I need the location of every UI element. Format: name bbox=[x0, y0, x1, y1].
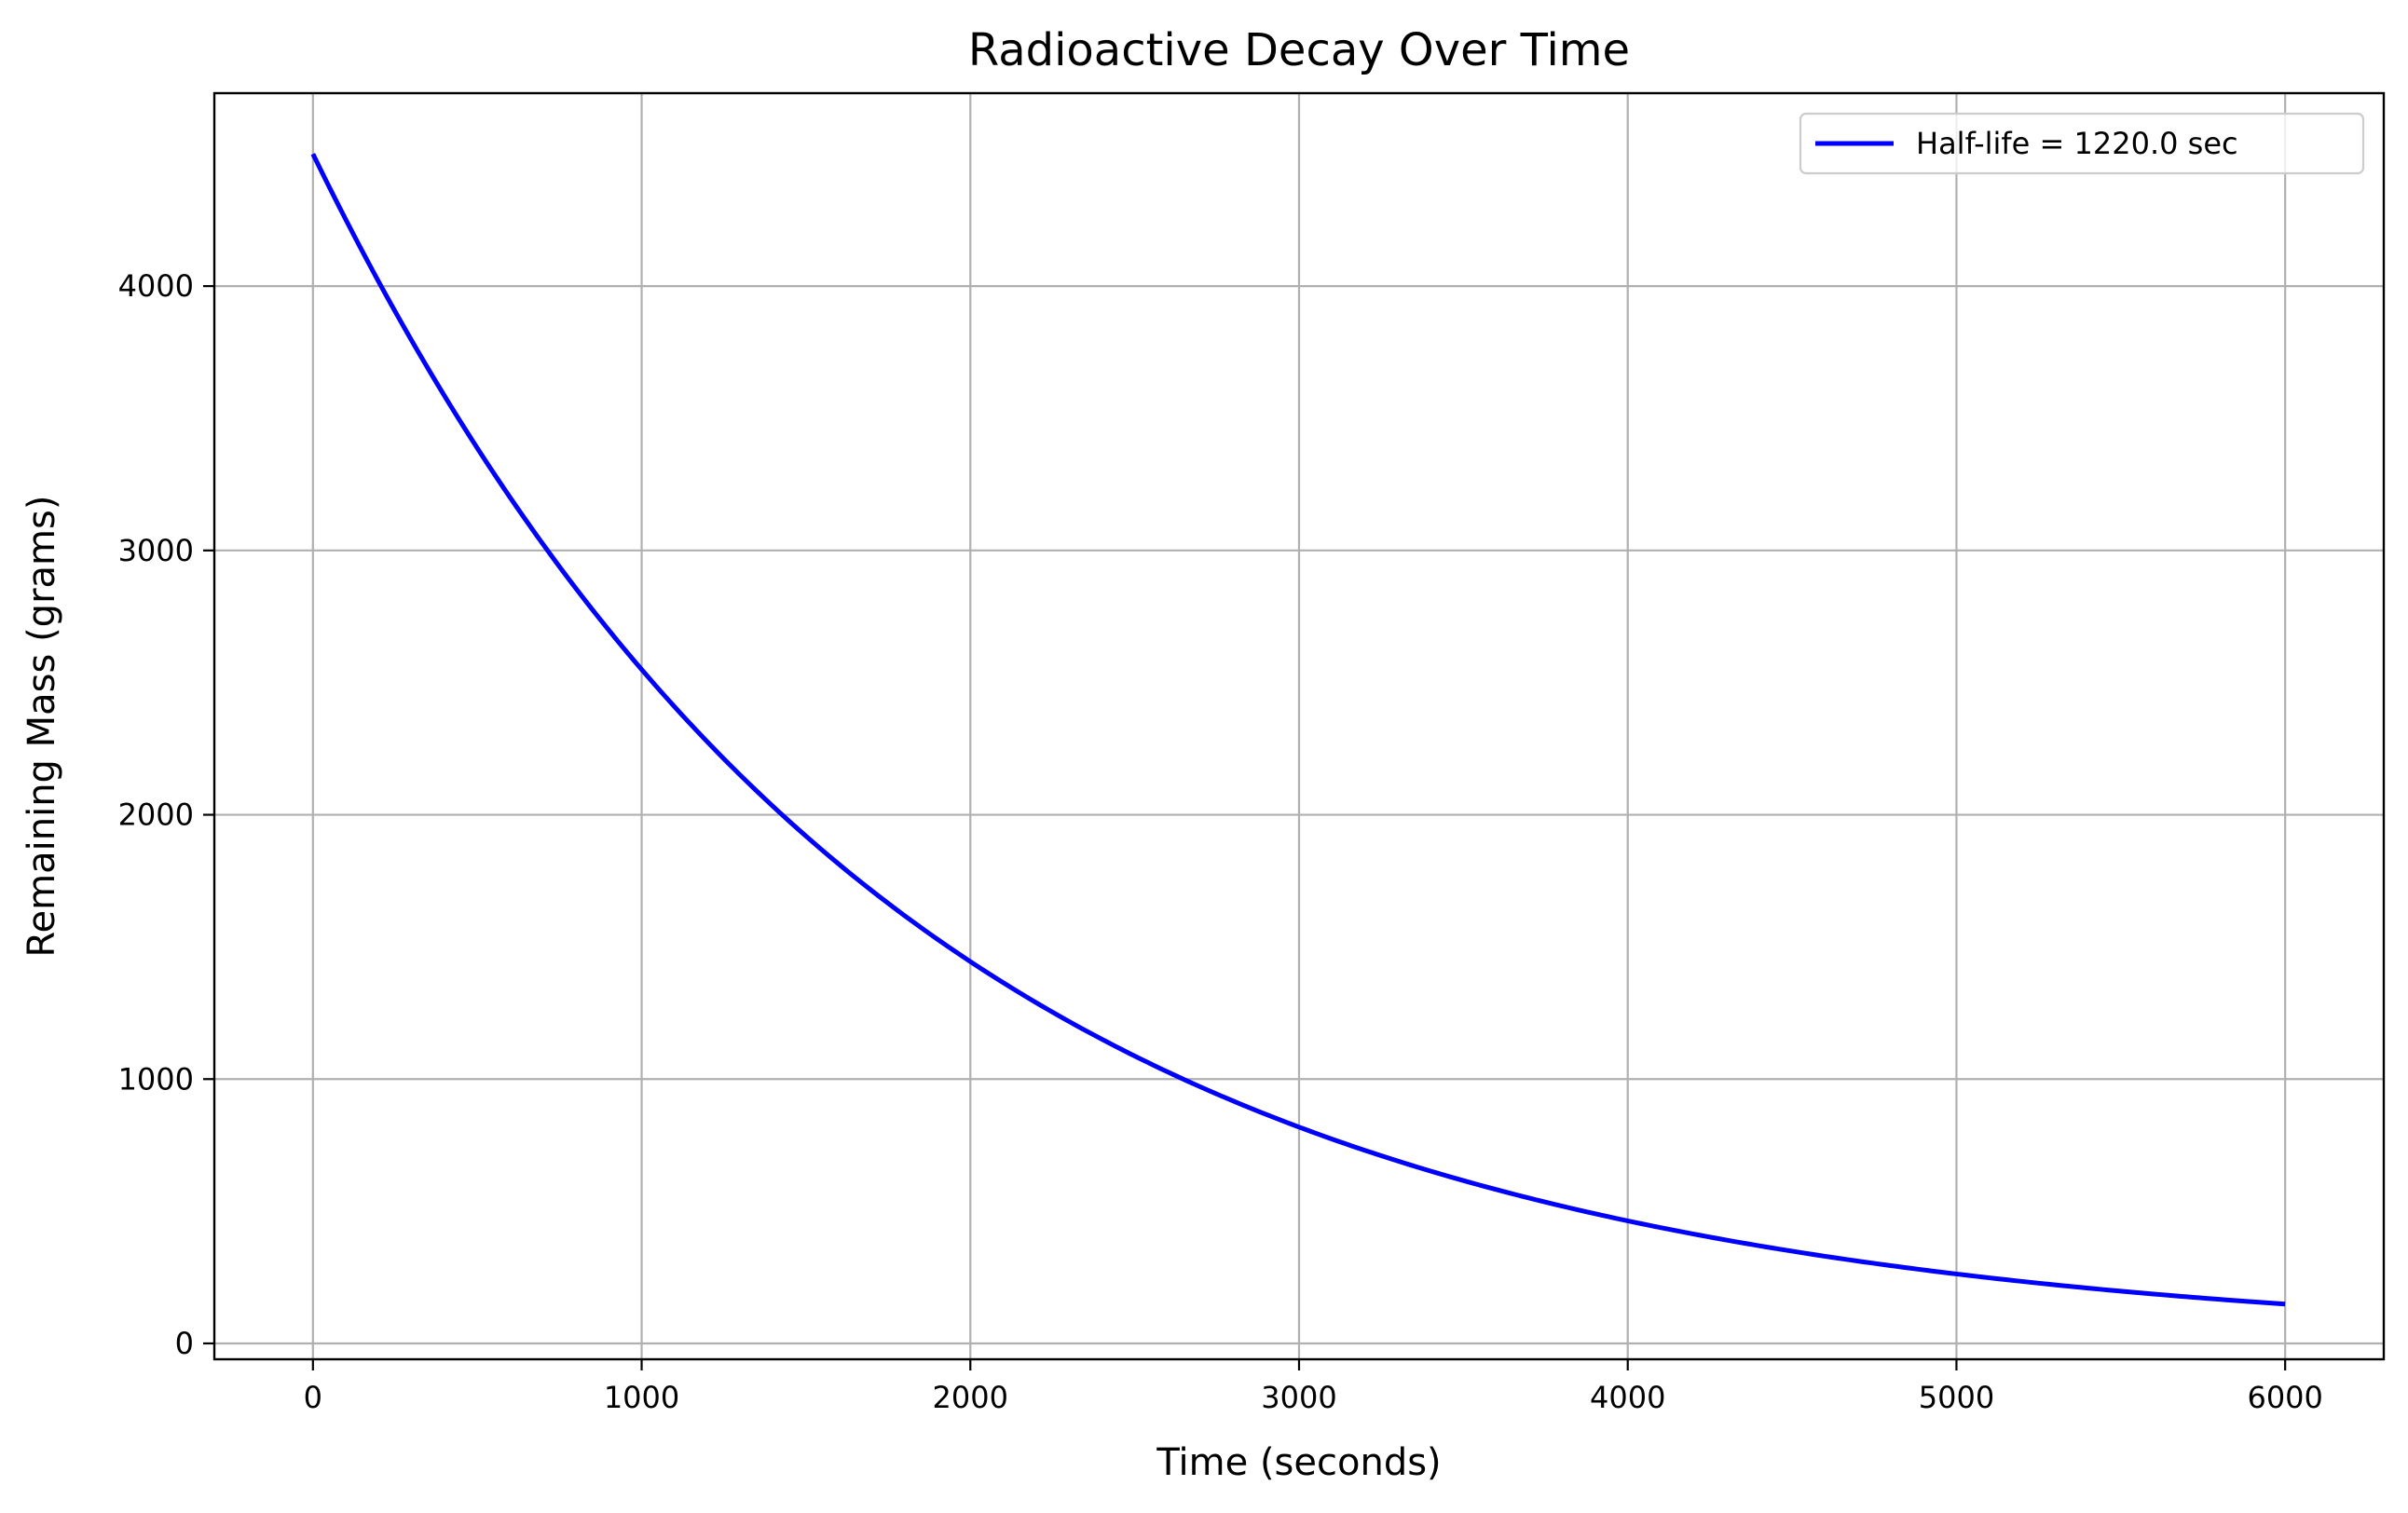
legend-entry: Half-life = 1220.0 sec bbox=[1916, 126, 2238, 161]
x-axis-ticks: 0 1000 2000 3000 4000 5000 6000 bbox=[304, 1359, 2323, 1415]
x-tick-label: 3000 bbox=[1261, 1380, 1336, 1415]
x-tick-label: 1000 bbox=[604, 1380, 679, 1415]
x-tick-label: 2000 bbox=[933, 1380, 1008, 1415]
x-axis-label: Time (seconds) bbox=[1156, 1441, 1441, 1484]
x-tick-label: 0 bbox=[304, 1380, 322, 1415]
x-tick-label: 6000 bbox=[2247, 1380, 2322, 1415]
y-tick-label: 0 bbox=[175, 1326, 194, 1361]
y-axis-label: Remaining Mass (grams) bbox=[21, 496, 63, 958]
y-tick-label: 3000 bbox=[118, 533, 194, 568]
legend-box bbox=[1799, 112, 2365, 175]
series-line bbox=[310, 153, 2286, 1307]
y-axis-ticks: 0 1000 2000 3000 4000 bbox=[118, 268, 214, 1361]
chart-title: Radioactive Decay Over Time bbox=[968, 24, 1630, 76]
x-tick-label: 5000 bbox=[1919, 1380, 1994, 1415]
legend: Half-life = 1220.0 sec bbox=[1799, 112, 2365, 175]
x-tick-label: 4000 bbox=[1590, 1380, 1665, 1415]
y-tick-label: 4000 bbox=[118, 268, 194, 304]
series-layer bbox=[310, 153, 2286, 1307]
y-tick-label: 1000 bbox=[118, 1061, 194, 1097]
grid-lines bbox=[214, 93, 2384, 1359]
y-tick-label: 2000 bbox=[118, 797, 194, 833]
